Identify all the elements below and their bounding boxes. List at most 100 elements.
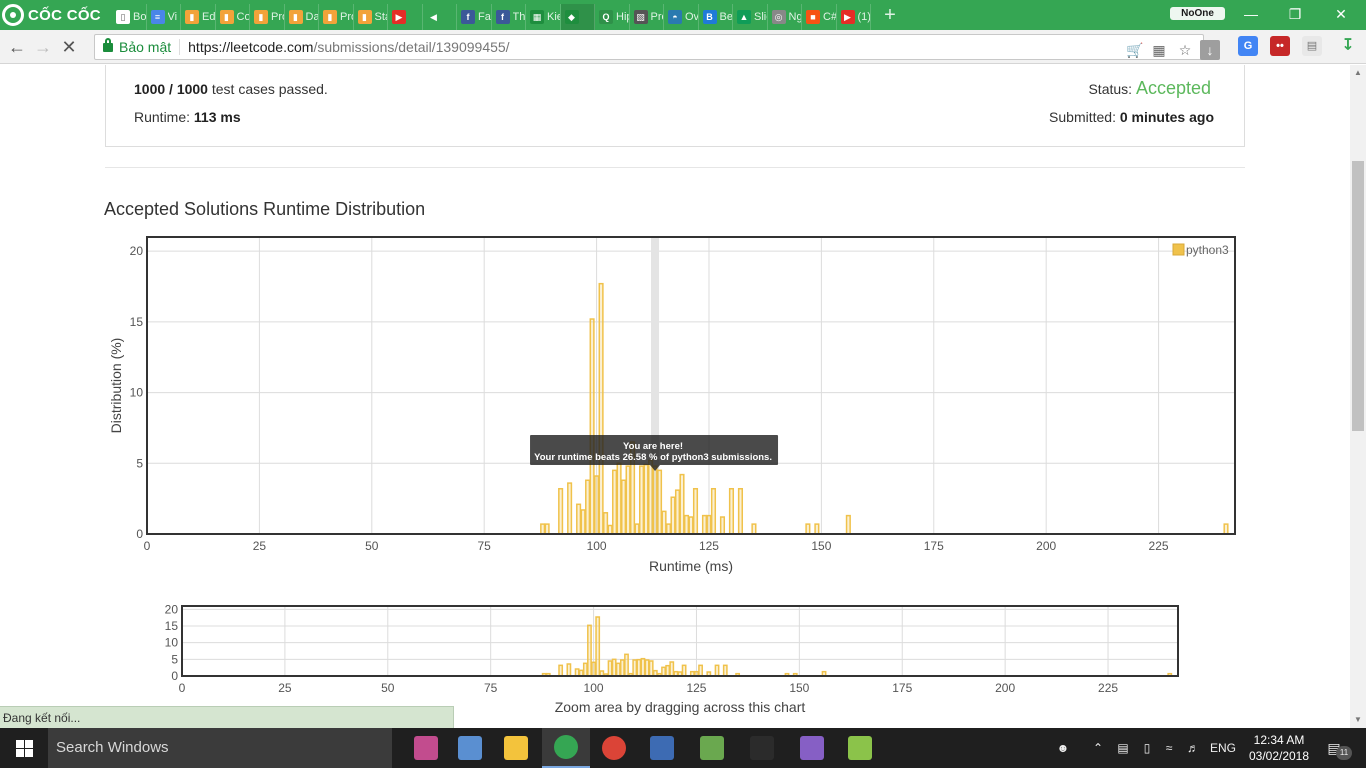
file-explorer-app-icon[interactable] (492, 728, 540, 768)
calculator-app-icon[interactable] (738, 728, 786, 768)
browser-tab[interactable]: ▲Slic (733, 4, 768, 30)
zoom-navigator-chart[interactable]: 0 25 50 75 100 125 150 175 200 225 0 5 10 15 20 Zoom ar… (150, 600, 1190, 722)
colors-app-icon[interactable] (688, 728, 736, 768)
download-icon[interactable]: ↓ (1200, 40, 1220, 60)
browser-tab[interactable]: ▮Pro (250, 4, 285, 30)
x-tick-label: 150 (789, 681, 809, 695)
y-tick-label: 10 (165, 636, 179, 650)
minimize-icon[interactable]: — (1244, 6, 1258, 22)
browser-tab[interactable]: ◀ (423, 4, 457, 30)
y-tick-label: 20 (165, 602, 179, 616)
chart-app-icon[interactable] (836, 728, 884, 768)
distribution-bar (722, 664, 728, 677)
submitted-value: 0 minutes ago (1119, 109, 1214, 125)
close-icon[interactable]: ✕ (1335, 6, 1347, 22)
browser-tab[interactable]: ▮Co (216, 4, 250, 30)
browser-tab[interactable]: ◆ (560, 4, 595, 30)
translate-extension-icon[interactable]: G (1238, 36, 1258, 56)
browser-tab[interactable]: ▮Sta (354, 4, 388, 30)
legend-swatch (1172, 243, 1185, 256)
palette-app-icon[interactable] (446, 728, 494, 768)
taskbar-clock[interactable]: 12:34 AM 03/02/2018 (1240, 732, 1318, 764)
x-tick-label: 225 (1098, 681, 1118, 695)
people-icon[interactable]: ☻ (1056, 741, 1070, 755)
page-scrollbar[interactable]: ▲ ▼ (1350, 65, 1366, 728)
distribution-bar (621, 479, 627, 535)
x-tick-label: 0 (144, 539, 151, 553)
browser-tab[interactable]: ▮Da (285, 4, 319, 30)
x-axis-label: Zoom area by dragging across this chart (555, 699, 806, 715)
scroll-down-icon[interactable]: ▼ (1354, 715, 1362, 724)
address-bar[interactable]: Bảo mật https://leetcode.com /submission… (94, 34, 1220, 60)
extension-badge-icon[interactable]: •• (1270, 36, 1290, 56)
language-indicator[interactable]: ENG (1209, 741, 1236, 755)
browser-tab-strip: CỐC CỐC ▯Bo≡Vi▮Edi▮Co▮Pro▮Da▮Pro▮Sta▶◀fF… (0, 0, 1366, 30)
x-tick-label: 25 (278, 681, 292, 695)
bookmark-star-icon[interactable]: ☆ (1178, 42, 1192, 58)
distribution-bar (544, 523, 550, 535)
browser-tab[interactable]: fTha (492, 4, 526, 30)
browser-tab[interactable]: ▧Pro (630, 4, 664, 30)
forward-arrow-icon[interactable]: → (34, 36, 52, 57)
battery-icon[interactable]: ▯ (1143, 741, 1151, 755)
distribution-bar (634, 523, 640, 535)
distribution-bar (589, 318, 595, 535)
distribution-bar (674, 489, 681, 535)
tab-title: Vi (167, 11, 178, 23)
browser-tab[interactable]: ▶ (388, 4, 423, 30)
status-badge[interactable]: Accepted (1135, 78, 1211, 98)
coccoc-app-icon[interactable] (542, 728, 590, 768)
paint-app-icon[interactable] (402, 728, 450, 768)
distribution-bar (647, 459, 654, 535)
x-tick-label: 200 (995, 681, 1015, 695)
stop-loading-icon[interactable]: ✕ (61, 36, 77, 57)
browser-tab[interactable]: ▯ Bo (112, 4, 147, 30)
start-button[interactable] (0, 728, 48, 768)
passed-count: 1000 / 1000 (134, 81, 208, 97)
x-tick-label: 75 (478, 539, 492, 553)
save-download-icon[interactable]: ↧ (1341, 37, 1355, 54)
tray-app-icon[interactable]: ▤ (1117, 741, 1129, 755)
distribution-bar (640, 657, 646, 677)
browser-tab[interactable]: ◎Ng (768, 4, 802, 30)
restore-icon[interactable]: ❐ (1288, 6, 1302, 22)
browser-tab[interactable]: fFac (457, 4, 492, 30)
taskbar-search-input[interactable]: Search Windows (48, 728, 392, 768)
scrollbar-thumb[interactable] (1352, 161, 1364, 431)
browser-toolbar: ← → ✕ Bảo mật https://leetcode.com /subm… (0, 30, 1366, 64)
browser-tab[interactable]: ▶ (1) (837, 4, 871, 30)
distribution-bar (692, 487, 699, 535)
tab-favicon-icon: ◀ (426, 10, 441, 24)
browser-tab[interactable]: ≡ Vi (147, 4, 181, 30)
browser-tab[interactable]: QHip (595, 4, 630, 30)
wifi-icon[interactable]: ≈ (1165, 741, 1173, 755)
new-tab-button[interactable]: + (884, 3, 896, 26)
browser-tab[interactable]: ◓Ov (664, 4, 699, 30)
browser-tab[interactable]: ■C# (802, 4, 837, 30)
y-tick-label: 15 (165, 619, 179, 633)
scroll-up-icon[interactable]: ▲ (1354, 68, 1362, 77)
browser-tab[interactable]: ▮Edi (181, 4, 216, 30)
submitted-line: Submitted: 0 minutes ago (1049, 109, 1214, 125)
tab-favicon-icon: ◓ (668, 10, 682, 24)
x-tick-label: 200 (1036, 539, 1056, 553)
browser-tab[interactable]: ▦Kie (526, 4, 561, 30)
devcpp-app-icon[interactable] (638, 728, 686, 768)
notes-extension-icon[interactable]: ▤ (1302, 36, 1322, 56)
distribution-bar (805, 523, 811, 535)
tab-title: Ng (788, 11, 802, 23)
runtime-distribution-chart[interactable]: 0 25 50 75 100 125 150 175 200 225 0 5 10 15 20 Runtime… (100, 230, 1245, 580)
translate-icon[interactable]: ▦ (1152, 42, 1166, 58)
volume-icon[interactable]: ♬ (1187, 741, 1199, 755)
tab-title: (1) (857, 11, 871, 23)
browser-tab[interactable]: B Be (699, 4, 733, 30)
visual-studio-app-icon[interactable] (788, 728, 836, 768)
tab-favicon-icon: ▮ (254, 10, 268, 24)
shopping-cart-icon[interactable]: 🛒 (1126, 42, 1144, 58)
profile-name[interactable]: NoOne (1170, 7, 1225, 20)
tray-expand-icon[interactable]: ⌃ (1092, 741, 1104, 755)
browser-brand[interactable]: CỐC CỐC (0, 0, 112, 30)
back-arrow-icon[interactable]: ← (8, 36, 26, 57)
browser-tab[interactable]: ▮Pro (319, 4, 354, 30)
chrome-app-icon[interactable] (590, 728, 638, 768)
